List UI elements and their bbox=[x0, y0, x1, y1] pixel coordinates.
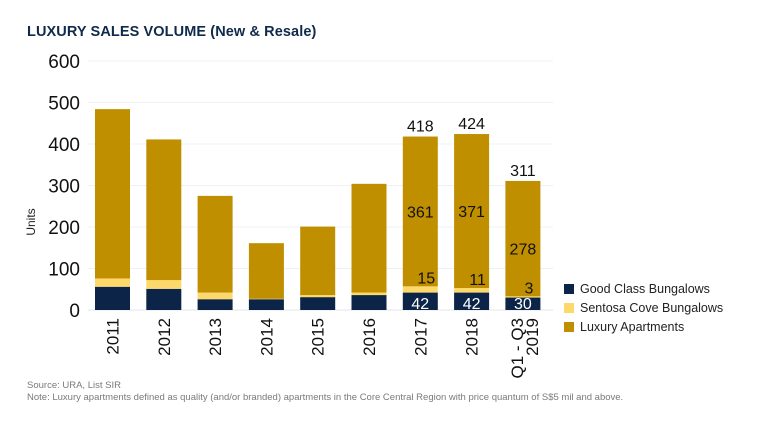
data-label-luxury-apartments: 371 bbox=[458, 204, 485, 221]
legend-item-sentosa-cove-bungalows: Sentosa Cove Bungalows bbox=[564, 298, 723, 317]
bar-segment-luxury-apartments bbox=[146, 139, 182, 281]
bar-segment-sentosa-cove-bungalows bbox=[146, 280, 182, 289]
bar-segment-sentosa-cove-bungalows bbox=[197, 292, 233, 300]
definition-note: Note: Luxury apartments defined as quali… bbox=[27, 392, 624, 403]
data-label-good-class-bungalows: 42 bbox=[463, 296, 481, 313]
chart-title: LUXURY SALES VOLUME (New & Resale) bbox=[27, 24, 317, 40]
data-label-sentosa-cove-bungalows: 11 bbox=[469, 272, 486, 289]
legend-item-good-class-bungalows: Good Class Bungalows bbox=[564, 279, 723, 298]
bar-segment-sentosa-cove-bungalows bbox=[454, 288, 490, 293]
bar-segment-luxury-apartments bbox=[402, 136, 438, 287]
y-tick-label: 0 bbox=[69, 301, 80, 322]
bar-segment-good-class-bungalows bbox=[95, 286, 130, 310]
x-tick-label: 2016 bbox=[360, 318, 379, 356]
bar-segment-sentosa-cove-bungalows bbox=[402, 286, 438, 293]
bar-segment-good-class-bungalows bbox=[300, 297, 336, 310]
x-tick-label: 2014 bbox=[257, 318, 276, 356]
bar-segment-sentosa-cove-bungalows bbox=[95, 278, 130, 287]
x-tick-label: 2019 bbox=[523, 318, 542, 356]
bar-segment-luxury-apartments bbox=[505, 180, 541, 297]
bar-segment-luxury-apartments bbox=[300, 226, 336, 296]
x-tick-label: 2012 bbox=[155, 318, 174, 356]
bar-segment-sentosa-cove-bungalows bbox=[351, 292, 387, 296]
legend-swatch bbox=[564, 283, 574, 294]
y-tick-label: 600 bbox=[48, 52, 80, 73]
bar-segment-luxury-apartments bbox=[351, 183, 387, 293]
x-tick-label: 2017 bbox=[411, 318, 430, 356]
data-label-total: 424 bbox=[458, 116, 485, 133]
data-label-sentosa-cove-bungalows: 15 bbox=[417, 270, 435, 287]
bar-segment-sentosa-cove-bungalows bbox=[505, 296, 541, 298]
y-tick-label: 300 bbox=[48, 177, 80, 198]
data-label-good-class-bungalows: 42 bbox=[411, 296, 429, 313]
bar-segment-sentosa-cove-bungalows bbox=[300, 295, 336, 298]
data-label-total: 418 bbox=[407, 119, 434, 136]
bar-segment-good-class-bungalows bbox=[402, 292, 438, 310]
legend-swatch bbox=[564, 302, 574, 313]
x-tick-label: 2013 bbox=[206, 318, 225, 356]
y-tick-label: 400 bbox=[48, 135, 80, 156]
legend-item-luxury-apartments: Luxury Apartments bbox=[564, 317, 723, 336]
x-axis-ticks: 2011 2012 2013 2014 2015 2016 2017 2018 Q1 - Q32… bbox=[104, 318, 542, 378]
footer: Source: URA, List SIR Note: Luxury apart… bbox=[27, 380, 623, 404]
data-label-luxury-apartments: 361 bbox=[407, 204, 434, 221]
x-tick-label: 2018 bbox=[463, 318, 482, 356]
x-tick-label: 2011 bbox=[104, 318, 123, 355]
bar-segment-good-class-bungalows bbox=[454, 292, 490, 310]
bar-segment-luxury-apartments bbox=[248, 243, 284, 299]
y-tick-label: 100 bbox=[48, 260, 80, 281]
bar-segment-good-class-bungalows bbox=[146, 288, 182, 310]
y-tick-label: 500 bbox=[48, 94, 80, 115]
x-tick-label: 2015 bbox=[309, 318, 328, 356]
data-label-luxury-apartments: 278 bbox=[510, 242, 537, 259]
bars bbox=[95, 109, 541, 310]
bar-segment-luxury-apartments bbox=[454, 134, 490, 289]
legend-swatch bbox=[564, 321, 574, 332]
data-labels: 418 361 15 42 424 371 11 42 311 278 330 bbox=[407, 116, 536, 313]
y-axis-ticks: 0 100 200 300 400 500 600 bbox=[48, 52, 80, 322]
data-label-good-class-bungalows: 30 bbox=[514, 296, 532, 313]
bar-segment-good-class-bungalows bbox=[248, 299, 284, 310]
bar-segment-good-class-bungalows bbox=[197, 299, 233, 310]
y-axis-label: Units bbox=[24, 208, 38, 235]
legend-label: Good Class Bungalows bbox=[580, 281, 710, 296]
x-tick-label: Q1 - Q3 bbox=[508, 318, 527, 378]
bar-segment-good-class-bungalows bbox=[505, 297, 541, 310]
bar-segment-good-class-bungalows bbox=[351, 295, 387, 310]
legend-label: Sentosa Cove Bungalows bbox=[580, 300, 724, 315]
y-tick-label: 200 bbox=[48, 218, 80, 239]
data-label-total: 311 bbox=[510, 163, 536, 180]
data-label-sentosa-cove-bungalows: 3 bbox=[524, 280, 533, 297]
bar-segment-luxury-apartments bbox=[95, 109, 130, 279]
legend: Good Class Bungalows Sentosa Cove Bungal… bbox=[564, 279, 723, 336]
bar-segment-luxury-apartments bbox=[197, 195, 233, 293]
legend-label: Luxury Apartments bbox=[580, 319, 685, 334]
source-note: Source: URA, List SIR bbox=[27, 380, 121, 391]
